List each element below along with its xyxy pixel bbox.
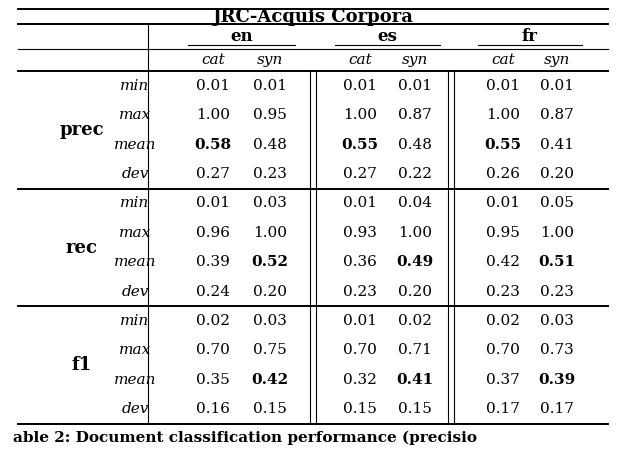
Text: 1.00: 1.00 — [343, 108, 377, 122]
Text: max: max — [119, 108, 151, 122]
Text: 0.27: 0.27 — [343, 167, 377, 181]
Text: 0.03: 0.03 — [253, 197, 287, 210]
Text: 0.17: 0.17 — [486, 402, 520, 416]
Text: 0.71: 0.71 — [398, 344, 432, 357]
Text: 1.00: 1.00 — [253, 226, 287, 240]
Text: 0.16: 0.16 — [196, 402, 230, 416]
Text: 0.51: 0.51 — [539, 255, 575, 269]
Text: min: min — [120, 79, 150, 93]
Text: 0.42: 0.42 — [486, 255, 520, 269]
Text: 1.00: 1.00 — [540, 226, 574, 240]
Text: 0.01: 0.01 — [343, 197, 377, 210]
Text: 0.70: 0.70 — [486, 344, 520, 357]
Text: 0.87: 0.87 — [540, 108, 574, 122]
Text: 0.42: 0.42 — [251, 373, 288, 387]
Text: 0.22: 0.22 — [398, 167, 432, 181]
Text: 0.23: 0.23 — [253, 167, 287, 181]
Text: min: min — [120, 314, 150, 328]
Text: 0.23: 0.23 — [343, 285, 377, 299]
Text: 1.00: 1.00 — [398, 226, 432, 240]
Text: 0.15: 0.15 — [398, 402, 432, 416]
Text: mean: mean — [114, 138, 156, 152]
Text: 0.02: 0.02 — [196, 314, 230, 328]
Text: 0.49: 0.49 — [396, 255, 434, 269]
Text: 0.32: 0.32 — [343, 373, 377, 387]
Text: 0.01: 0.01 — [398, 79, 432, 93]
Text: 1.00: 1.00 — [486, 108, 520, 122]
Text: mean: mean — [114, 255, 156, 269]
Text: 0.39: 0.39 — [196, 255, 230, 269]
Text: 0.20: 0.20 — [253, 285, 287, 299]
Text: cat: cat — [201, 53, 225, 67]
Text: en: en — [230, 28, 253, 45]
Text: mean: mean — [114, 373, 156, 387]
Text: 0.02: 0.02 — [486, 314, 520, 328]
Text: 0.73: 0.73 — [540, 344, 574, 357]
Text: 0.15: 0.15 — [343, 402, 377, 416]
Text: syn: syn — [257, 53, 283, 67]
Text: 0.17: 0.17 — [540, 402, 574, 416]
Text: 0.58: 0.58 — [195, 138, 232, 152]
Text: 0.20: 0.20 — [540, 167, 574, 181]
Text: 0.01: 0.01 — [540, 79, 574, 93]
Text: 0.95: 0.95 — [486, 226, 520, 240]
Text: 0.55: 0.55 — [484, 138, 522, 152]
Text: 0.23: 0.23 — [486, 285, 520, 299]
Text: 0.01: 0.01 — [486, 79, 520, 93]
Text: min: min — [120, 197, 150, 210]
Text: 0.93: 0.93 — [343, 226, 377, 240]
Text: 0.95: 0.95 — [253, 108, 287, 122]
Text: 0.27: 0.27 — [196, 167, 230, 181]
Text: 0.96: 0.96 — [196, 226, 230, 240]
Text: es: es — [378, 28, 397, 45]
Text: max: max — [119, 226, 151, 240]
Text: 0.23: 0.23 — [540, 285, 574, 299]
Text: 0.03: 0.03 — [253, 314, 287, 328]
Text: prec: prec — [60, 121, 104, 139]
Text: 0.04: 0.04 — [398, 197, 432, 210]
Text: 0.01: 0.01 — [196, 79, 230, 93]
Text: dev: dev — [121, 167, 149, 181]
Text: 1.00: 1.00 — [196, 108, 230, 122]
Text: 0.03: 0.03 — [540, 314, 574, 328]
Text: 0.70: 0.70 — [196, 344, 230, 357]
Text: f1: f1 — [72, 356, 92, 374]
Text: 0.01: 0.01 — [196, 197, 230, 210]
Text: 0.52: 0.52 — [251, 255, 288, 269]
Text: 0.35: 0.35 — [196, 373, 230, 387]
Text: 0.01: 0.01 — [343, 314, 377, 328]
Text: 0.01: 0.01 — [486, 197, 520, 210]
Text: syn: syn — [402, 53, 428, 67]
Text: 0.41: 0.41 — [396, 373, 434, 387]
Text: 0.15: 0.15 — [253, 402, 287, 416]
Text: 0.01: 0.01 — [343, 79, 377, 93]
Text: 0.05: 0.05 — [540, 197, 574, 210]
Text: dev: dev — [121, 402, 149, 416]
Text: 0.39: 0.39 — [539, 373, 575, 387]
Text: 0.48: 0.48 — [398, 138, 432, 152]
Text: 0.41: 0.41 — [540, 138, 574, 152]
Text: 0.20: 0.20 — [398, 285, 432, 299]
Text: 0.75: 0.75 — [253, 344, 287, 357]
Text: 0.26: 0.26 — [486, 167, 520, 181]
Text: JRC-Acquis Corpora: JRC-Acquis Corpora — [213, 8, 414, 25]
Text: 0.70: 0.70 — [343, 344, 377, 357]
Text: syn: syn — [544, 53, 570, 67]
Text: 0.02: 0.02 — [398, 314, 432, 328]
Text: 0.37: 0.37 — [486, 373, 520, 387]
Text: 0.48: 0.48 — [253, 138, 287, 152]
Text: cat: cat — [491, 53, 515, 67]
Text: fr: fr — [522, 28, 538, 45]
Text: max: max — [119, 344, 151, 357]
Text: 0.87: 0.87 — [398, 108, 432, 122]
Text: rec: rec — [66, 238, 98, 257]
Text: dev: dev — [121, 285, 149, 299]
Text: 0.36: 0.36 — [343, 255, 377, 269]
Text: able 2: Document classification performance (precisio: able 2: Document classification performa… — [13, 431, 477, 445]
Text: 0.55: 0.55 — [341, 138, 379, 152]
Text: 0.01: 0.01 — [253, 79, 287, 93]
Text: 0.24: 0.24 — [196, 285, 230, 299]
Text: cat: cat — [348, 53, 372, 67]
